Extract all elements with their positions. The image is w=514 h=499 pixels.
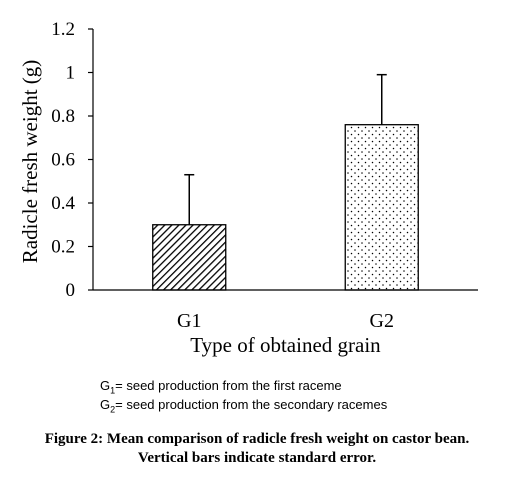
legend-g2: G2= seed production from the secondary r… <box>100 397 460 415</box>
y-tick-label: 0.4 <box>51 193 75 214</box>
x-tick-label-g1: G1 <box>177 310 201 332</box>
y-tick-label: 0.2 <box>51 237 75 258</box>
legend-g1-prefix: G <box>100 378 111 393</box>
y-tick-label: 1 <box>66 63 76 84</box>
bar-chart: G1 G2 0 0.2 0.4 0.6 0.8 1 1.2 Type of obtained gr… <box>18 19 478 357</box>
figure-caption-line1: Figure 2: Mean comparison of radicle fre… <box>44 431 470 447</box>
legend-g2-prefix: G <box>100 397 111 412</box>
legend-g1: G1= seed production from the first racem… <box>100 378 460 396</box>
legend-g1-text: = seed production from the first raceme <box>115 378 342 393</box>
y-tick-label: 1.2 <box>51 19 75 40</box>
y-axis-title: Radicle fresh weight (g) <box>18 60 42 264</box>
figure-caption-line2: Vertical bars indicate standard error. <box>137 450 377 466</box>
legend-g1-subscript: 1 <box>110 385 116 396</box>
y-tick-label: 0.8 <box>51 106 75 127</box>
y-tick-label: 0.6 <box>51 150 75 171</box>
x-axis-title: Type of obtained grain <box>190 333 381 357</box>
x-tick-label-g2: G2 <box>370 310 394 332</box>
y-tick-label: 0 <box>66 280 76 301</box>
legend-g2-subscript: 2 <box>110 404 116 415</box>
bar-g1 <box>152 224 227 291</box>
legend-g2-text: = seed production from the secondary rac… <box>115 397 388 412</box>
bar-g2 <box>344 124 419 291</box>
